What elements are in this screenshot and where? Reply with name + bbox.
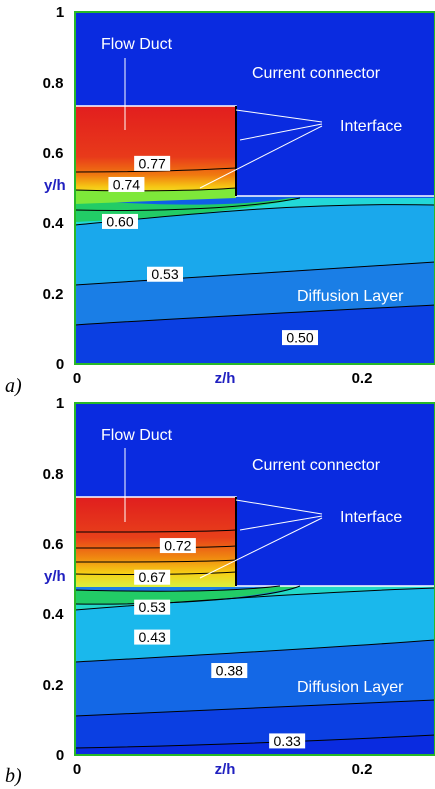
panel-a: Flow Duct Current connector Interface Di… <box>5 4 435 397</box>
y-tick: 0.6 <box>43 536 64 553</box>
contour-label-text: 0.60 <box>106 213 133 229</box>
y-ticks: 0 0.2 0.4 0.6 0.8 1 <box>43 395 65 764</box>
contour-label-text: 0.53 <box>139 599 166 615</box>
contour-label-box <box>134 629 171 645</box>
contour-label: 0.53 <box>147 266 183 282</box>
panel-tag: a) <box>5 375 22 397</box>
x-tick: 0.2 <box>352 370 373 387</box>
y-axis-label: y/h <box>44 568 66 585</box>
y-tick: 0.8 <box>43 466 64 483</box>
contour-label: 0.38 <box>211 663 248 679</box>
contour-label: 0.72 <box>159 538 196 554</box>
contour-label-text: 0.67 <box>139 569 166 585</box>
contour-label-box <box>159 538 196 554</box>
contour-label-text: 0.53 <box>151 266 178 282</box>
contour-label: 0.77 <box>134 155 171 171</box>
contour-label-text: 0.77 <box>139 155 166 171</box>
contour-label: 0.43 <box>134 629 171 645</box>
contour-labels: 0.77 0.74 0.60 0.53 0.50 <box>102 155 318 346</box>
flow-duct <box>75 106 236 198</box>
contour-labels: 0.72 0.67 0.53 0.43 0.38 0.33 <box>134 538 306 749</box>
plot-frame <box>74 11 435 365</box>
contour-label-box <box>134 155 171 171</box>
y-tick: 0.4 <box>43 606 65 623</box>
y-tick: 0 <box>56 747 64 764</box>
band-green <box>75 586 300 604</box>
band-yellow-green <box>75 188 236 204</box>
interface-label: Interface <box>340 509 402 526</box>
leader-lines <box>124 448 323 579</box>
diffusion-layer-label: Diffusion Layer <box>297 679 404 696</box>
contour-label: 0.53 <box>134 599 171 615</box>
y-tick: 1 <box>56 395 64 412</box>
contour-label-text: 0.33 <box>274 733 301 749</box>
contour-label-text: 0.38 <box>216 663 243 679</box>
contour-label: 0.50 <box>282 330 318 346</box>
contour-label: 0.67 <box>134 569 171 585</box>
panel-tag: b) <box>5 765 22 787</box>
y-tick: 0.6 <box>43 145 64 162</box>
contour-label-box <box>282 330 318 346</box>
x-axis-label: z/h <box>215 370 236 387</box>
interface-label: Interface <box>340 118 402 135</box>
y-tick: 0.2 <box>43 677 64 694</box>
flow-duct-label: Flow Duct <box>101 36 173 53</box>
contour-label-text: 0.72 <box>164 538 191 554</box>
panel-b: Flow Duct Current connector Interface Di… <box>5 395 435 787</box>
plot-frame <box>74 402 435 756</box>
contour-label-box <box>269 733 306 749</box>
contour-label-box <box>108 176 145 192</box>
contour-label: 0.33 <box>269 733 306 749</box>
band-light-bottom <box>75 735 435 755</box>
contour-label: 0.74 <box>108 176 145 192</box>
y-tick: 0.4 <box>43 215 65 232</box>
y-axis-label: y/h <box>44 177 66 194</box>
contour-label-text: 0.43 <box>139 629 166 645</box>
contour-label-text: 0.50 <box>286 330 313 346</box>
x-axis-label: z/h <box>215 761 236 778</box>
contour-label-box <box>134 569 171 585</box>
flow-duct-label: Flow Duct <box>101 427 173 444</box>
band-light-blue <box>75 204 435 285</box>
x-tick: 0 <box>73 761 81 778</box>
band-teal <box>75 586 435 610</box>
contour-label-box <box>134 599 171 615</box>
contour-label: 0.60 <box>102 213 138 229</box>
contour-label-box <box>211 663 248 679</box>
y-tick: 1 <box>56 4 64 21</box>
current-connector-label: Current connector <box>252 457 381 474</box>
y-tick: 0.2 <box>43 286 64 303</box>
diffusion-layer-label: Diffusion Layer <box>297 288 404 305</box>
leader-lines <box>124 58 323 189</box>
y-tick: 0 <box>56 356 64 373</box>
contour-label-box <box>147 266 183 282</box>
contour-label-text: 0.74 <box>113 176 140 192</box>
y-ticks: 0 0.2 0.4 0.6 0.8 1 <box>43 4 65 373</box>
x-tick: 0.2 <box>352 761 373 778</box>
x-tick: 0 <box>73 370 81 387</box>
y-tick: 0.8 <box>43 75 64 92</box>
current-connector-label: Current connector <box>252 65 381 82</box>
band-mid-blue <box>75 640 435 716</box>
contour-label-box <box>102 213 138 229</box>
